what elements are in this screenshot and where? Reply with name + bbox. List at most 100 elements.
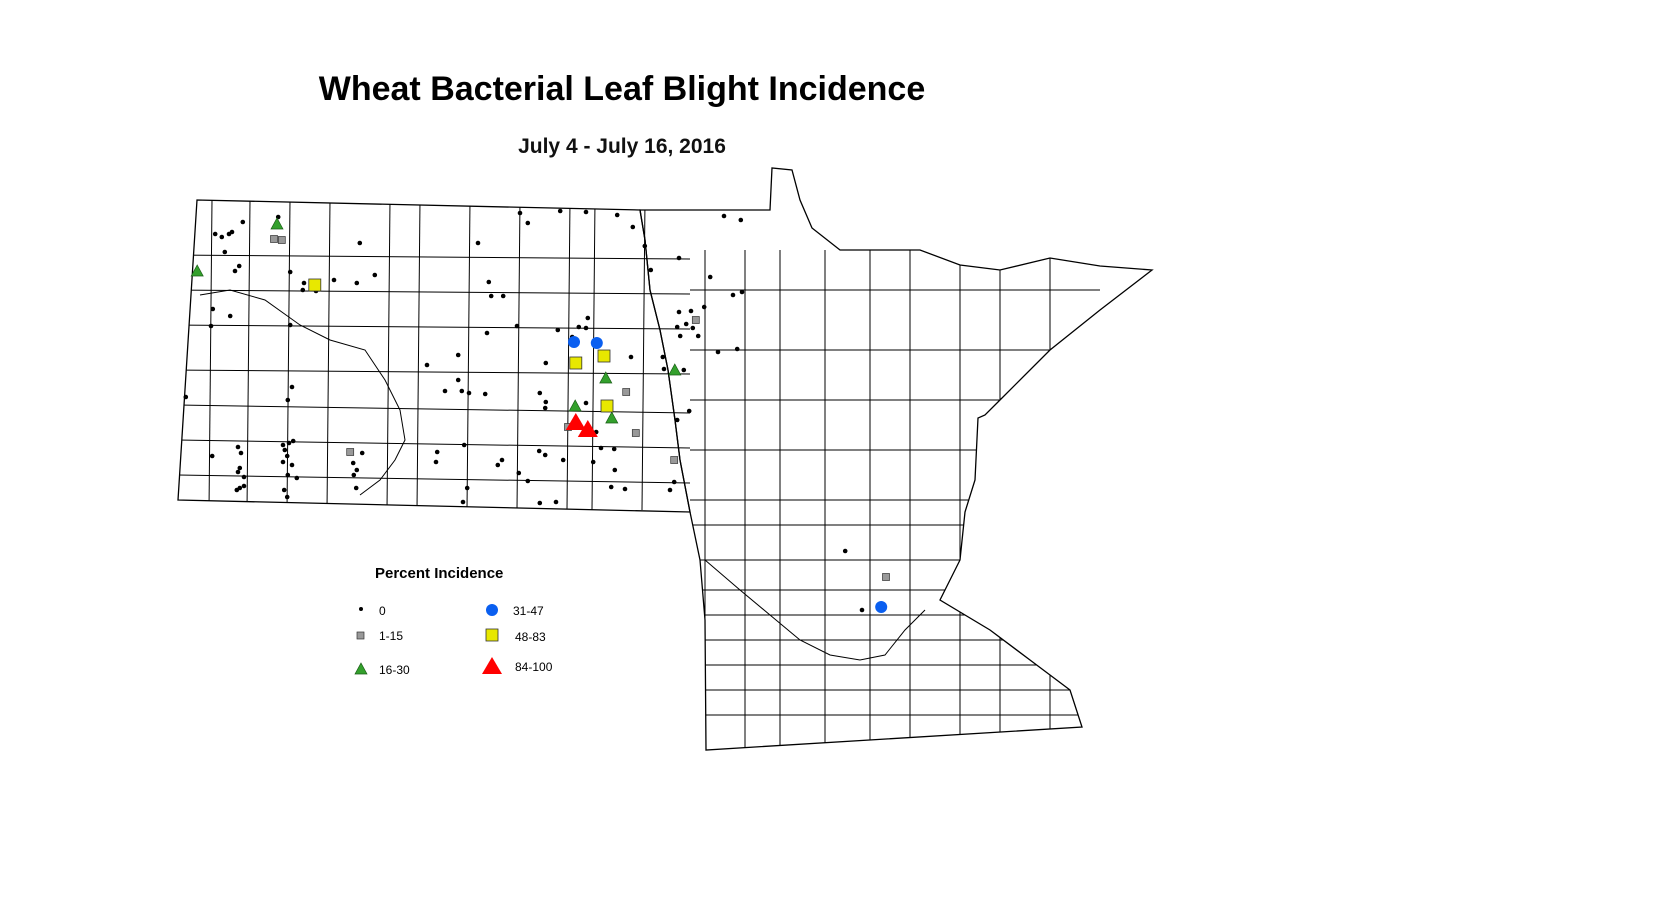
site-marker-48-83 — [597, 349, 611, 363]
county-line — [286, 199, 291, 511]
site-marker-16-30 — [190, 264, 204, 277]
site-marker-0 — [280, 459, 286, 465]
county-line — [591, 199, 596, 511]
site-marker-0 — [683, 321, 689, 327]
site-marker-16-30 — [568, 399, 582, 412]
county-line — [641, 199, 646, 511]
site-marker-84-100 — [577, 420, 598, 437]
site-marker-1-15 — [691, 316, 700, 324]
site-marker-0 — [209, 453, 215, 459]
legend-item-84-100: 84-100 — [482, 657, 553, 674]
site-marker-0 — [287, 322, 293, 328]
site-marker-0 — [424, 362, 430, 368]
site-marker-0 — [585, 315, 591, 321]
map-title: Wheat Bacterial Leaf Blight Incidence — [318, 70, 926, 108]
site-marker-0 — [686, 408, 692, 414]
county-line — [178, 369, 691, 375]
site-marker-16-30 — [668, 363, 682, 376]
site-marker-0 — [525, 220, 531, 226]
site-marker-0 — [842, 548, 848, 554]
site-marker-0 — [455, 352, 461, 358]
site-marker-1-15 — [882, 573, 890, 581]
site-marker-0 — [372, 272, 378, 278]
site-marker-1-15 — [277, 236, 286, 244]
site-marker-0 — [495, 462, 501, 468]
site-marker-0 — [300, 287, 306, 293]
site-marker-0 — [208, 323, 214, 329]
site-marker-0 — [219, 234, 225, 240]
site-marker-0 — [543, 399, 549, 405]
site-marker-0 — [525, 478, 531, 484]
site-marker-0 — [434, 449, 440, 455]
site-marker-0 — [555, 327, 561, 333]
site-marker-0 — [537, 500, 543, 506]
site-marker-0 — [542, 452, 548, 458]
site-marker-48-83 — [569, 356, 583, 370]
site-marker-0 — [241, 474, 247, 480]
red-triangle-icon — [482, 657, 502, 674]
site-marker-0 — [576, 324, 582, 330]
site-marker-0 — [661, 366, 667, 372]
site-marker-0 — [674, 324, 680, 330]
site-marker-0 — [280, 442, 286, 448]
site-marker-0 — [289, 462, 295, 468]
site-marker-0 — [611, 446, 617, 452]
site-marker-0 — [240, 219, 246, 225]
site-marker-0 — [739, 289, 745, 295]
site-marker-1-15 — [270, 235, 278, 243]
site-marker-0 — [707, 274, 713, 280]
site-marker-0 — [674, 417, 680, 423]
site-marker-0 — [222, 249, 228, 255]
site-marker-16-30 — [599, 371, 613, 384]
county-line — [326, 199, 331, 511]
site-marker-0 — [608, 484, 614, 490]
legend-label: 16-30 — [379, 663, 410, 677]
site-marker-0 — [536, 448, 542, 454]
site-marker-0 — [738, 217, 744, 223]
legend-item-48-83: 48-83 — [485, 628, 546, 644]
site-marker-0 — [734, 346, 740, 352]
site-marker-0 — [583, 400, 589, 406]
site-marker-0 — [553, 499, 559, 505]
site-marker-0 — [238, 450, 244, 456]
site-marker-0 — [350, 460, 356, 466]
legend-label: 31-47 — [513, 604, 544, 618]
site-marker-0 — [542, 405, 548, 411]
site-marker-0 — [183, 394, 189, 400]
site-marker-0 — [514, 323, 520, 329]
site-marker-0 — [235, 444, 241, 450]
site-marker-0 — [227, 313, 233, 319]
site-marker-0 — [537, 390, 543, 396]
site-marker-48-83 — [600, 399, 614, 413]
site-marker-0 — [500, 293, 506, 299]
site-marker-0 — [482, 391, 488, 397]
minnesota-river — [704, 559, 926, 661]
site-marker-0 — [284, 494, 290, 500]
site-marker-0 — [351, 472, 357, 478]
site-marker-84-100 — [565, 413, 586, 430]
legend-label: 1-15 — [379, 629, 403, 643]
site-marker-0 — [281, 487, 287, 493]
site-marker-0 — [690, 325, 696, 331]
site-marker-0 — [442, 388, 448, 394]
site-marker-1-15 — [622, 388, 631, 396]
site-marker-0 — [560, 457, 566, 463]
site-marker-0 — [557, 208, 563, 214]
site-marker-0 — [455, 377, 461, 383]
county-line — [178, 474, 691, 484]
legend-item-31-47: 31-47 — [486, 604, 544, 618]
site-marker-0 — [677, 333, 683, 339]
gray-square-icon — [356, 631, 365, 640]
county-line — [178, 289, 691, 295]
site-marker-0 — [433, 459, 439, 465]
legend-item-16-30: 16-30 — [354, 662, 410, 677]
site-marker-0 — [667, 487, 673, 493]
site-marker-0 — [660, 354, 666, 360]
dot-icon — [359, 607, 363, 611]
site-marker-0 — [241, 483, 247, 489]
site-marker-0 — [285, 397, 291, 403]
site-marker-0 — [357, 240, 363, 246]
site-marker-0 — [642, 243, 648, 249]
site-marker-0 — [237, 465, 243, 471]
site-marker-0 — [730, 292, 736, 298]
